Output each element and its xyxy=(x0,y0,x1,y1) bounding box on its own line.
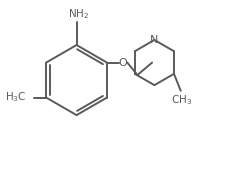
Text: N: N xyxy=(0,184,1,185)
Text: O: O xyxy=(118,58,127,68)
Text: CH$_3$: CH$_3$ xyxy=(171,93,192,107)
Text: H$_3$C: H$_3$C xyxy=(6,91,27,105)
Text: NH$_2$: NH$_2$ xyxy=(68,7,89,21)
Text: N: N xyxy=(150,35,159,45)
